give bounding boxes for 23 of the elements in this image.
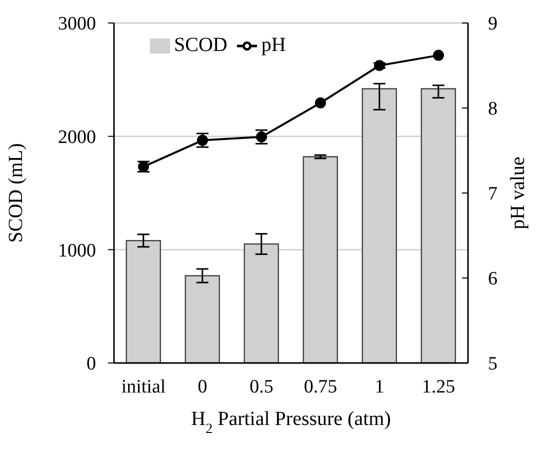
y-tick-label: 1000 (58, 240, 96, 262)
x-tick-label: 1 (374, 376, 384, 398)
x-axis-title: H$_{2}$ Partial Pressure (atm) (191, 408, 391, 436)
bar (184, 275, 220, 363)
y-tick-label: 2000 (58, 127, 96, 148)
legend-label: SCOD (174, 34, 228, 56)
point (433, 50, 444, 61)
x-tick-label: 0.75 (304, 376, 338, 398)
legend-label: pH (261, 34, 286, 56)
y2-tick-label: 8 (488, 98, 498, 120)
y2-tick-label: 6 (488, 268, 498, 290)
point (315, 97, 326, 108)
x-tick-label: 0 (198, 376, 208, 398)
y-tick-label: 3000 (58, 14, 96, 35)
x-tick-label: 0.5 (250, 376, 274, 398)
y-axis-title: SCOD (mL) (5, 143, 27, 243)
y2-tick-label: 7 (488, 184, 498, 205)
y2-axis-title: pH value (507, 156, 529, 230)
x-tick-label: initial (121, 376, 166, 398)
y2-tick-label: 9 (488, 14, 498, 35)
y-tick-label: 0 (86, 354, 96, 375)
x-tick-label: 1.25 (422, 376, 456, 398)
y2-tick-label: 5 (488, 354, 498, 375)
